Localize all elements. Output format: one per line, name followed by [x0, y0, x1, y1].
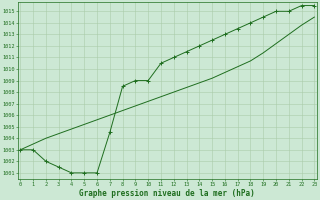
X-axis label: Graphe pression niveau de la mer (hPa): Graphe pression niveau de la mer (hPa) — [79, 189, 255, 198]
